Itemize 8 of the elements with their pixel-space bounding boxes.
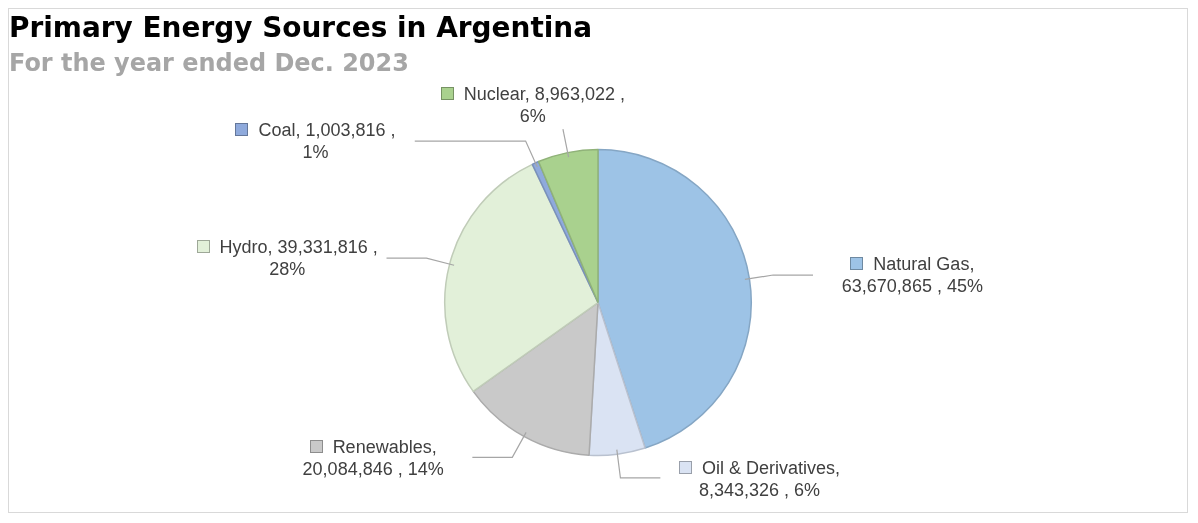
legend-label: Nuclear, 8,963,022 , 6%	[462, 82, 626, 127]
legend-label: Renewables, 20,084,846 , 14%	[301, 436, 445, 481]
legend-label: Coal, 1,003,816 , 1%	[257, 118, 397, 163]
legend-label: Oil & Derivatives, 8,343,326 , 6%	[697, 456, 841, 501]
chart-title: Primary Energy Sources in Argentina	[9, 11, 593, 44]
legend-label: Hydro, 39,331,816 , 28%	[218, 236, 379, 281]
chart-subtitle: For the year ended Dec. 2023	[9, 49, 409, 77]
legend-label: Natural Gas, 63,670,865 , 45%	[840, 253, 984, 298]
